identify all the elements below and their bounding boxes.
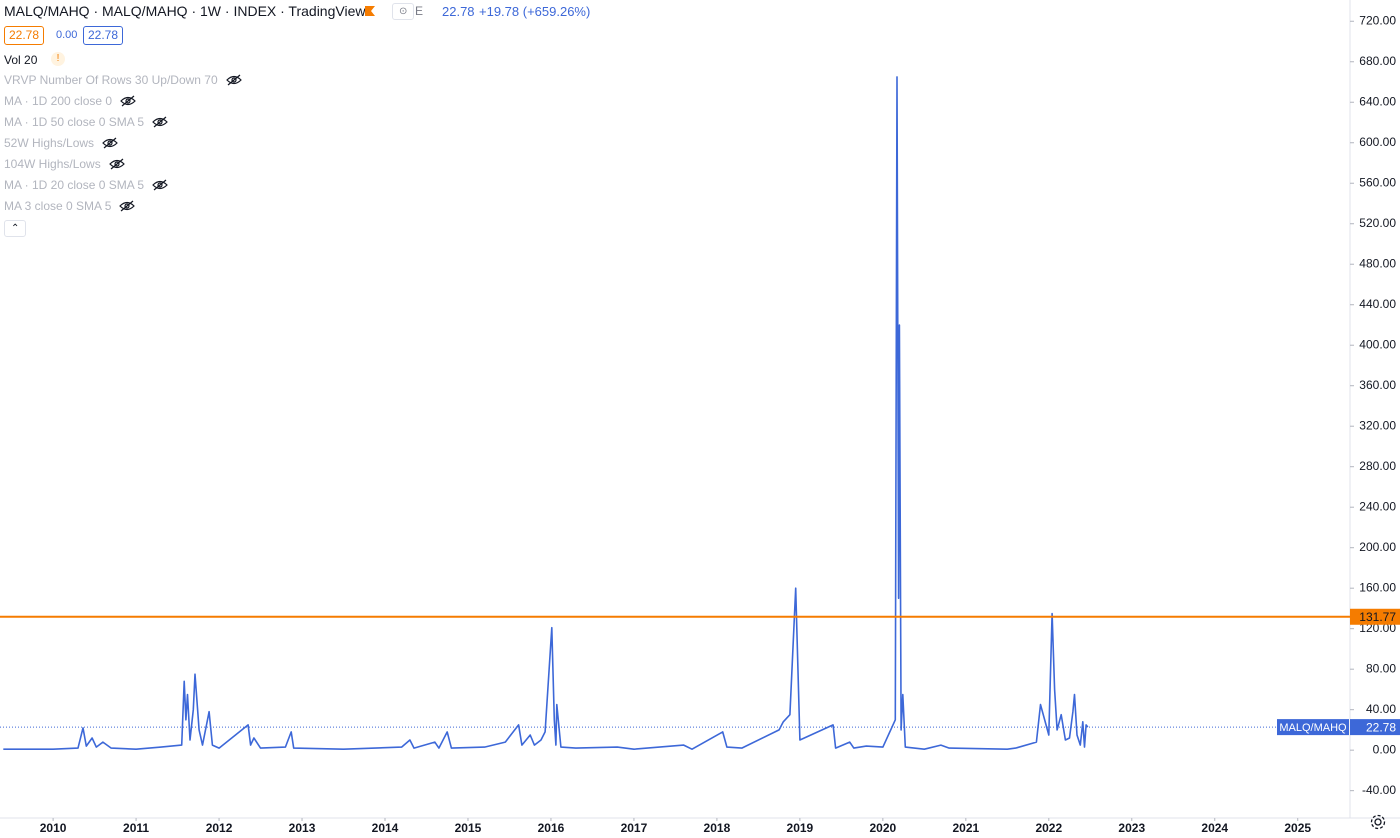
- indicator-label: MA 3 close 0 SMA 5: [4, 199, 112, 213]
- y-tick-label: 680.00: [1359, 54, 1396, 68]
- y-tick-label: 200.00: [1359, 540, 1396, 554]
- x-tick-label: 2012: [206, 821, 233, 835]
- y-tick-label: 280.00: [1359, 459, 1396, 473]
- indicator[interactable]: VRVP Number Of Rows 30 Up/Down 70: [4, 73, 242, 87]
- y-tick-label: 320.00: [1359, 418, 1396, 432]
- last-price-label: 22.78: [1366, 720, 1396, 734]
- collapse-button[interactable]: ⌃: [4, 220, 27, 237]
- spread: 0.00: [56, 29, 78, 41]
- indicator[interactable]: 104W Highs/Lows: [4, 157, 125, 171]
- y-tick-label: 440.00: [1359, 297, 1396, 311]
- price-line: [3, 76, 1089, 750]
- level-label: 131.77: [1359, 610, 1396, 624]
- series-name-bg: [1277, 719, 1349, 736]
- level-label-bg: [1350, 608, 1400, 625]
- hidden-eye-icon[interactable]: [102, 137, 118, 149]
- eye-toggle[interactable]: ⊙: [392, 3, 415, 20]
- hidden-eye-icon[interactable]: [120, 95, 136, 107]
- y-tick-label: 80.00: [1366, 661, 1396, 675]
- x-tick-label: 2017: [621, 821, 648, 835]
- x-tick-label: 2014: [372, 821, 399, 835]
- change-value: +19.78 (+659.26%): [479, 4, 591, 19]
- y-tick-label: 480.00: [1359, 256, 1396, 270]
- bid-box[interactable]: 22.78: [4, 26, 45, 45]
- x-tick-label: 2011: [123, 821, 149, 835]
- indicator-label: 52W Highs/Lows: [4, 136, 95, 150]
- x-tick-label: 2021: [952, 821, 979, 835]
- indicator[interactable]: MA · 1D 200 close 0: [4, 94, 136, 108]
- x-tick-label: 2023: [1118, 821, 1145, 835]
- x-tick-label: 2018: [704, 821, 731, 835]
- x-tick-label: 2010: [40, 821, 67, 835]
- flag-icon[interactable]: [364, 5, 376, 17]
- volume-label: Vol 20: [4, 53, 38, 67]
- hidden-eye-icon[interactable]: [225, 74, 242, 86]
- indicator-label: 104W Highs/Lows: [4, 157, 101, 171]
- y-tick-label: 360.00: [1359, 378, 1396, 392]
- x-tick-label: 2015: [455, 821, 482, 835]
- x-tick-label: 2019: [787, 821, 814, 835]
- last-value: 22.78: [442, 4, 475, 19]
- symbol-title: MALQ/MAHQ · MALQ/MAHQ · 1W · INDEX · Tra…: [4, 3, 366, 19]
- y-tick-label: 40.00: [1366, 702, 1396, 716]
- last-price-bg: [1350, 719, 1400, 736]
- x-tick-label: 2016: [538, 821, 565, 835]
- exchange-badge: E: [415, 4, 424, 18]
- y-tick-label: 0.00: [1373, 742, 1397, 756]
- x-tick-label: 2024: [1201, 821, 1228, 835]
- y-tick-label: 160.00: [1359, 580, 1396, 594]
- hidden-eye-icon[interactable]: [152, 116, 168, 128]
- indicator[interactable]: MA · 1D 50 close 0 SMA 5: [4, 115, 168, 129]
- indicator-label: VRVP Number Of Rows 30 Up/Down 70: [4, 73, 218, 87]
- y-tick-label: 560.00: [1359, 175, 1396, 189]
- x-tick-label: 2013: [289, 821, 316, 835]
- y-tick-label: 400.00: [1359, 337, 1396, 351]
- x-tick-label: 2022: [1035, 821, 1062, 835]
- hidden-eye-icon[interactable]: [119, 200, 136, 212]
- indicator-label: MA · 1D 50 close 0 SMA 5: [4, 115, 145, 129]
- hidden-eye-icon[interactable]: [108, 158, 125, 170]
- x-tick-label: 2020: [870, 821, 897, 835]
- y-tick-label: 600.00: [1359, 135, 1396, 149]
- indicator[interactable]: 52W Highs/Lows: [4, 136, 118, 150]
- x-tick-label: 2025: [1284, 821, 1311, 835]
- ask-box[interactable]: 22.78: [83, 26, 124, 45]
- settings-icon[interactable]: [1370, 814, 1386, 830]
- indicator[interactable]: MA 3 close 0 SMA 5: [4, 199, 136, 213]
- y-tick-label: 640.00: [1359, 94, 1396, 108]
- hidden-eye-icon[interactable]: [152, 179, 168, 191]
- y-tick-label: -40.00: [1362, 783, 1396, 797]
- y-tick-label: 520.00: [1359, 216, 1396, 230]
- indicator-label: MA · 1D 20 close 0 SMA 5: [4, 178, 145, 192]
- series-name-label: MALQ/MAHQ: [1279, 722, 1347, 734]
- indicator-label: MA · 1D 200 close 0: [4, 94, 113, 108]
- y-tick-label: 720.00: [1359, 13, 1396, 27]
- y-tick-label: 240.00: [1359, 499, 1396, 513]
- indicator[interactable]: MA · 1D 20 close 0 SMA 5: [4, 178, 168, 192]
- warning-icon[interactable]: !: [51, 52, 65, 66]
